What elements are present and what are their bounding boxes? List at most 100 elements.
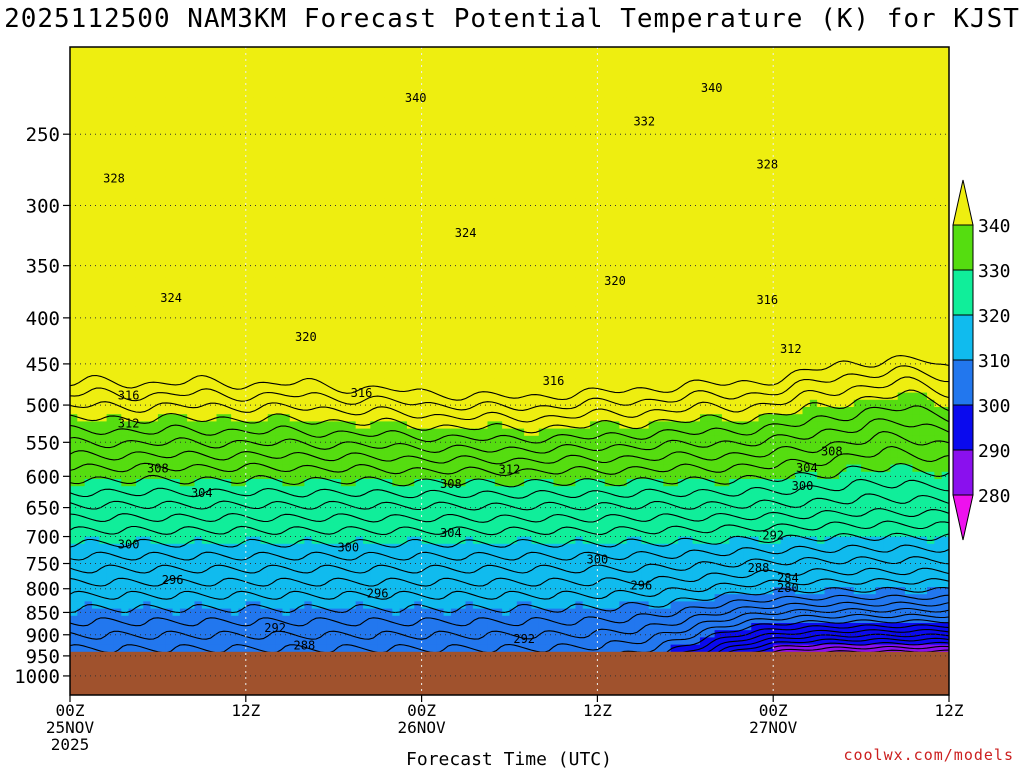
field-cell [392,140,401,149]
field-cell [143,385,152,394]
field-cell [143,522,152,530]
field-cell [399,464,408,473]
field-cell [165,291,174,300]
field-cell [421,133,430,142]
field-cell [253,104,262,113]
field-cell [150,90,159,98]
field-cell [384,443,393,451]
field-cell [165,234,174,242]
field-cell [333,61,342,70]
field-cell [399,241,408,250]
field-cell [113,507,122,516]
field-cell [135,227,144,235]
field-cell [384,61,393,70]
field-cell [77,277,86,286]
field-cell [319,306,327,314]
field-cell [245,234,254,242]
field-cell [333,191,342,199]
field-cell [70,234,78,242]
field-cell [267,227,276,235]
field-cell [304,75,313,84]
field-cell [406,371,415,379]
field-cell [341,263,349,271]
field-cell [260,155,269,163]
field-cell [91,219,100,228]
field-cell [121,543,130,552]
field-cell [187,515,196,523]
field-cell [91,349,100,358]
field-cell [326,378,335,386]
field-cell [406,191,415,199]
field-cell [194,47,203,55]
field-cell [135,248,144,257]
field-cell [443,133,452,142]
field-cell [238,443,247,451]
field-cell [304,342,313,350]
field-cell [194,543,203,552]
field-cell [121,450,130,458]
field-cell [414,407,423,415]
field-cell [267,119,276,127]
field-cell [245,551,254,559]
field-cell [135,291,144,300]
field-cell [194,630,203,638]
field-cell [326,183,335,192]
field-cell [465,414,474,422]
field-cell [450,155,459,163]
field-cell [113,565,122,574]
field-cell [99,255,108,264]
field-cell [304,543,313,552]
field-cell [231,414,240,422]
field-cell [414,111,423,120]
field-cell [355,306,364,314]
field-cell [348,587,357,595]
field-cell [77,385,86,394]
field-cell [282,421,291,430]
field-cell [406,83,415,91]
field-cell [172,479,181,487]
field-cell [231,68,240,77]
field-cell [421,342,430,350]
field-cell [77,313,86,322]
field-cell [70,68,78,77]
field-cell [333,277,342,286]
field-cell [399,522,408,530]
field-cell [333,371,342,379]
field-cell [450,414,459,422]
field-cell [465,428,474,437]
field-cell [436,342,445,350]
field-cell [289,299,298,307]
field-cell [465,471,474,480]
field-cell [297,227,305,235]
field-cell [128,227,137,235]
field-cell [216,399,225,408]
field-cell [297,522,305,530]
field-cell [91,421,100,430]
field-cell [311,356,320,365]
field-cell [245,486,254,494]
field-cell [326,61,335,70]
field-cell [428,392,437,401]
field-cell [275,183,284,192]
field-cell [465,507,474,516]
field-cell [179,601,188,610]
field-cell [113,83,122,91]
field-cell [377,327,386,336]
field-cell [267,515,276,523]
field-cell [341,234,349,242]
field-cell [201,248,210,257]
field-cell [128,176,137,185]
field-cell [421,299,430,307]
field-cell [84,227,93,235]
field-cell [209,335,218,343]
field-cell [201,263,210,271]
field-cell [187,255,196,264]
field-cell [106,176,115,185]
field-cell [348,407,357,415]
field-cell [428,97,437,106]
field-cell [128,471,137,480]
field-cell [465,75,474,84]
field-cell [355,126,364,134]
field-cell [289,486,298,494]
field-cell [121,83,130,91]
